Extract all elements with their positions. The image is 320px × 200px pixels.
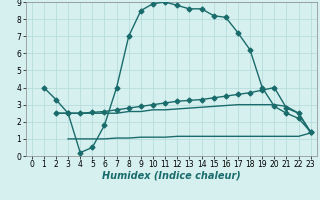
X-axis label: Humidex (Indice chaleur): Humidex (Indice chaleur)	[102, 171, 241, 181]
